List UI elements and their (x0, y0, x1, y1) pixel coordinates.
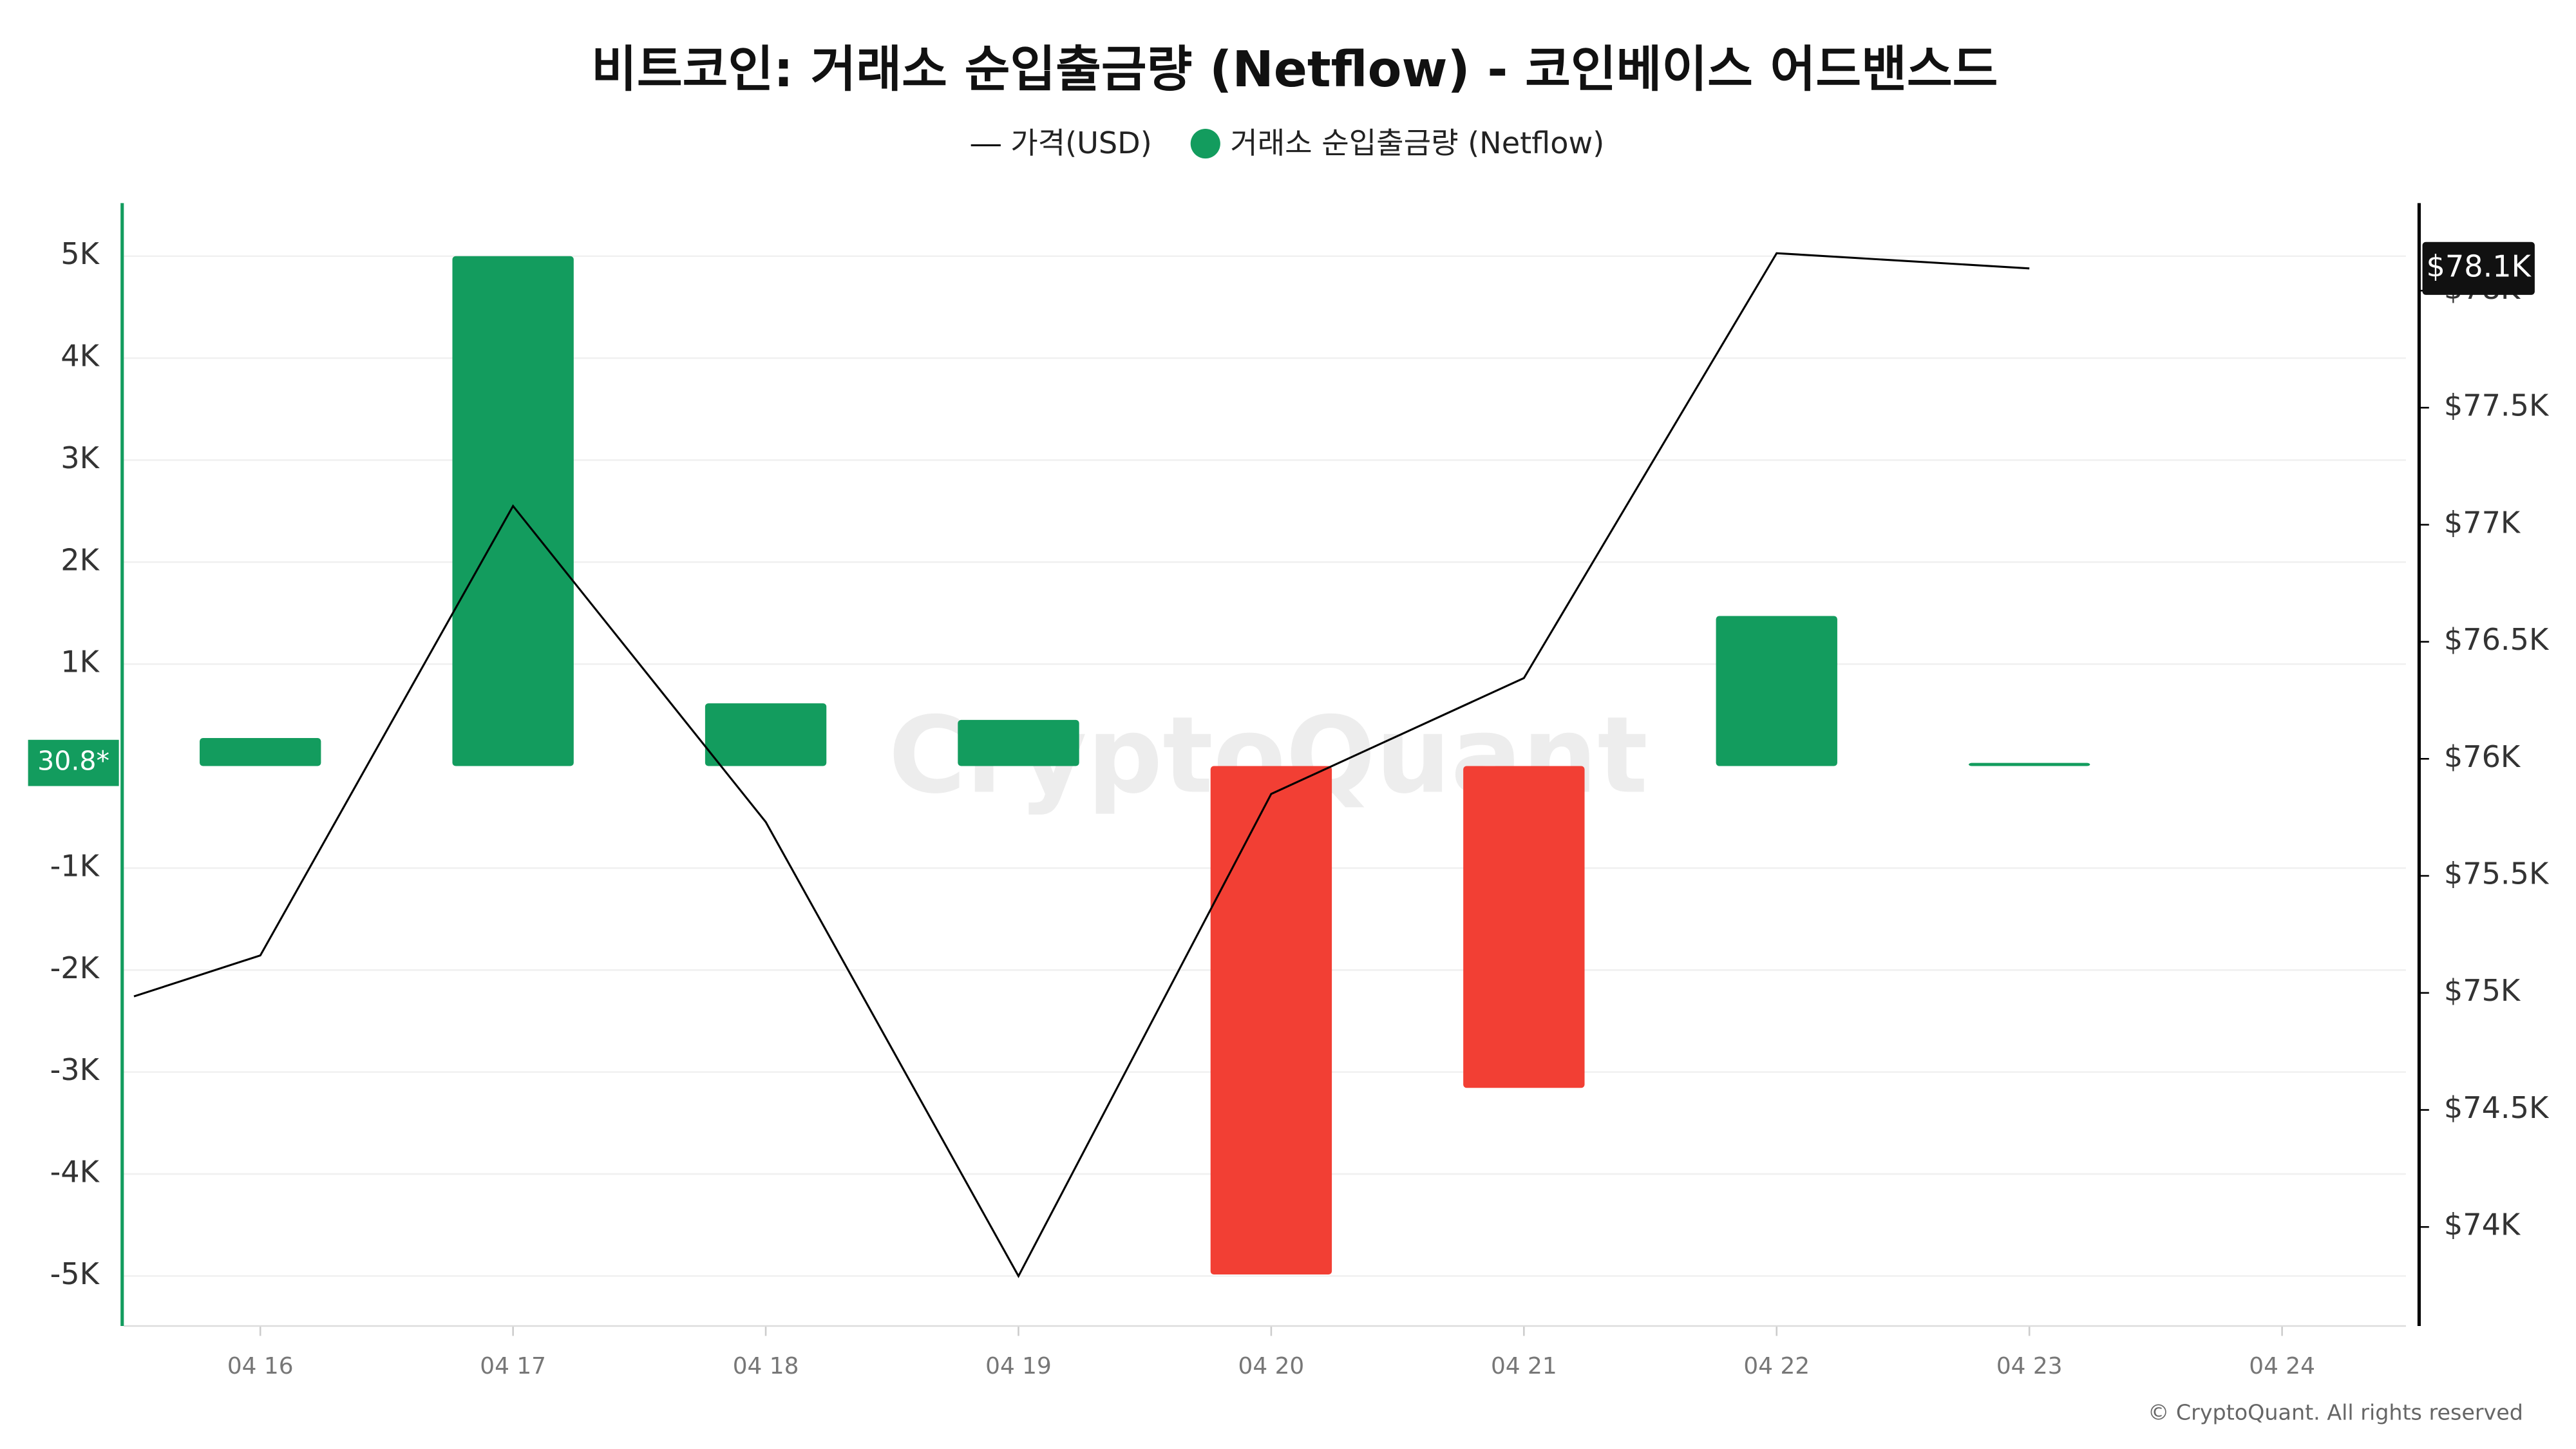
x-tick-label: 04 24 (2249, 1353, 2315, 1379)
y-tick-label: 1K (61, 645, 100, 679)
bar (1716, 616, 1837, 766)
current-price-label: $78.1K (2427, 249, 2532, 283)
y-tick-label: -4K (50, 1155, 100, 1189)
footer: © CryptoQuant. All rights reserved (2148, 1399, 2523, 1425)
x-tick-label: 04 16 (227, 1353, 294, 1379)
x-tick-label: 04 17 (480, 1353, 546, 1379)
y2-tick-label: $74K (2444, 1208, 2521, 1242)
y-tick-label: 5K (61, 236, 100, 271)
bar (1969, 762, 2090, 766)
bar (1463, 766, 1585, 1088)
y-tick-label: 4K (61, 339, 100, 374)
y2-tick-label: $76K (2444, 739, 2521, 774)
y-tick-label: 3K (61, 440, 100, 475)
y-tick-label: -1K (50, 848, 100, 883)
bar (705, 703, 827, 766)
x-tick-label: 04 23 (1996, 1353, 2063, 1379)
y2-tick-label: $76.5K (2444, 622, 2550, 657)
bar (1210, 766, 1332, 1275)
y2-tick-label: $75K (2444, 973, 2521, 1008)
x-tick-label: 04 22 (1743, 1353, 1810, 1379)
y2-tick-label: $75.5K (2444, 857, 2550, 891)
price-line (133, 252, 2030, 1278)
x-tick-label: 04 21 (1491, 1353, 1557, 1379)
legend-marker (1190, 129, 1220, 159)
current-price-box (2422, 242, 2535, 295)
legend-label: 거래소 순입출금량 (Netflow) (1230, 126, 1604, 160)
x-tick-label: 04 20 (1238, 1353, 1305, 1379)
y2-tick-label: $77K (2444, 505, 2521, 540)
chart-title: 비트코인: 거래소 순입출금량 (Netflow) - 코인베이스 어드밴스드 (591, 41, 1998, 99)
current-value-label: 30.8* (37, 746, 109, 777)
y-tick-label: -3K (50, 1052, 100, 1087)
y-tick-label: 2K (61, 542, 100, 577)
x-tick-label: 04 18 (733, 1353, 799, 1379)
y2-tick-label: $74.5K (2444, 1090, 2550, 1125)
bar (452, 256, 574, 766)
y-tick-label: -5K (50, 1256, 100, 1291)
legend-label: 가격(USD) (1010, 126, 1152, 160)
y2-tick-label: $77.5K (2444, 388, 2550, 423)
y-tick-label: -2K (50, 951, 100, 985)
bar (958, 719, 1079, 766)
x-tick-label: 04 19 (985, 1353, 1052, 1379)
current-value-box (28, 739, 119, 786)
bar (200, 738, 321, 766)
